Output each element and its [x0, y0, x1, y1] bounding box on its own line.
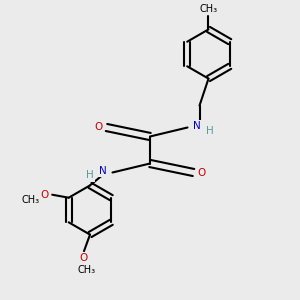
Text: N: N	[193, 121, 201, 131]
Text: CH₃: CH₃	[22, 195, 40, 205]
Text: H: H	[206, 125, 214, 136]
Text: CH₃: CH₃	[77, 265, 95, 275]
Text: O: O	[198, 167, 206, 178]
Text: O: O	[40, 190, 49, 200]
Text: N: N	[99, 166, 107, 176]
Text: H: H	[86, 170, 94, 181]
Text: CH₃: CH₃	[200, 4, 217, 14]
Text: O: O	[80, 253, 88, 263]
Text: O: O	[95, 122, 103, 133]
